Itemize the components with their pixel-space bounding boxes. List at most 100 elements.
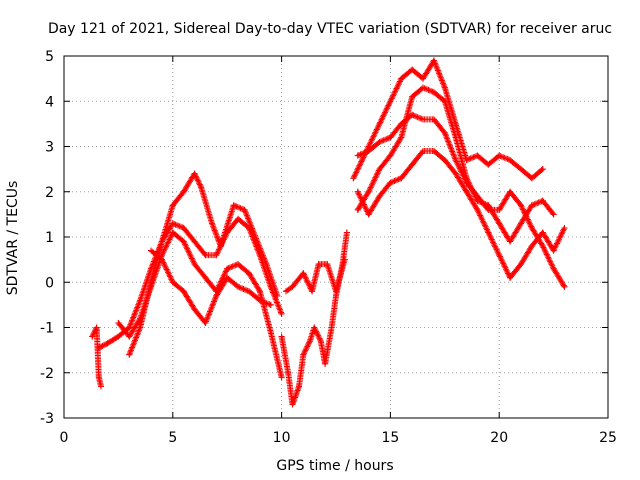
data-point (441, 129, 448, 136)
data-point (169, 202, 176, 209)
data-point (474, 206, 481, 213)
data-point (420, 148, 427, 155)
data-point (126, 351, 133, 358)
series-track-3 (126, 170, 281, 358)
data-point (561, 283, 568, 290)
data-point (137, 297, 144, 304)
data-point (285, 369, 292, 376)
data-point (528, 175, 535, 182)
data-point (463, 175, 470, 182)
data-point (235, 215, 242, 222)
data-point (409, 66, 416, 73)
x-tick-label: 5 (168, 430, 177, 446)
y-tick-label: 2 (45, 185, 54, 201)
data-point (224, 265, 231, 272)
data-point (158, 238, 165, 245)
data-point (322, 360, 329, 367)
data-point (317, 338, 324, 345)
data-point (343, 229, 350, 236)
data-point (517, 202, 524, 209)
data-point (148, 247, 155, 254)
data-point (252, 234, 259, 240)
series-track-4 (148, 247, 274, 326)
data-point (315, 261, 322, 268)
data-point (267, 301, 274, 308)
data-point (289, 401, 296, 408)
y-tick-label: -3 (40, 411, 54, 427)
data-point (354, 152, 361, 159)
data-point (300, 270, 307, 277)
data-point (550, 247, 557, 254)
data-point (409, 161, 416, 168)
data-point (441, 84, 448, 91)
y-axis-label: SDTVAR / TECUs (5, 181, 21, 296)
data-point (528, 202, 535, 209)
data-point (430, 89, 437, 96)
data-point (191, 170, 198, 177)
data-point (282, 288, 289, 295)
data-point (180, 288, 187, 295)
x-tick-label: 20 (490, 430, 508, 446)
data-point (441, 157, 448, 164)
axis-ticks: 0 5 10 15 20 25 -3 -2 -1 0 1 2 3 4 5 (40, 49, 617, 446)
data-point (376, 138, 383, 145)
data-point (278, 374, 285, 381)
data-point (539, 229, 546, 236)
data-point (324, 261, 331, 268)
data-point (354, 206, 361, 213)
data-point (148, 279, 155, 286)
x-axis-label: GPS time / hours (276, 458, 393, 474)
data-point (169, 229, 176, 236)
data-point (420, 116, 427, 123)
data-point (365, 211, 372, 218)
data-point (441, 98, 448, 105)
data-point (539, 197, 546, 204)
data-point (387, 98, 394, 105)
data-point (213, 252, 220, 259)
data-point (496, 206, 503, 213)
data-point (474, 152, 481, 159)
data-point (354, 188, 361, 195)
data-point (341, 256, 348, 263)
data-point (328, 324, 335, 331)
data-point (517, 261, 524, 268)
data-point (217, 243, 224, 250)
data-point (311, 324, 318, 331)
data-point (306, 338, 313, 345)
y-tick-label: 5 (45, 49, 54, 65)
series-track-11 (89, 324, 104, 390)
data-point (430, 116, 437, 123)
data-point (496, 152, 503, 159)
data-point (376, 166, 383, 173)
data-point (496, 252, 503, 259)
data-point (235, 283, 242, 290)
y-tick-label: -2 (40, 366, 54, 382)
y-tick-label: 1 (45, 230, 54, 246)
data-point (550, 211, 557, 218)
data-point (256, 288, 263, 295)
data-point (485, 161, 492, 168)
data-point (420, 75, 427, 82)
data-point (137, 324, 144, 331)
data-point (191, 306, 198, 313)
data-point (561, 224, 568, 231)
data-point (359, 157, 366, 164)
data-point (208, 220, 215, 227)
data-point (496, 220, 503, 227)
data-point (507, 238, 514, 245)
data-point (507, 188, 514, 195)
data-point (365, 188, 372, 195)
data-point (350, 175, 357, 182)
data-point (230, 202, 237, 209)
series-track-7 (350, 57, 546, 182)
data-point (126, 333, 133, 340)
series-track-6 (282, 256, 348, 295)
data-point (517, 166, 524, 173)
data-point (452, 134, 459, 141)
series-track-10 (354, 148, 568, 281)
y-tick-label: 3 (45, 140, 54, 156)
data-point (191, 261, 198, 268)
data-point (485, 229, 492, 236)
data-point (169, 279, 176, 286)
